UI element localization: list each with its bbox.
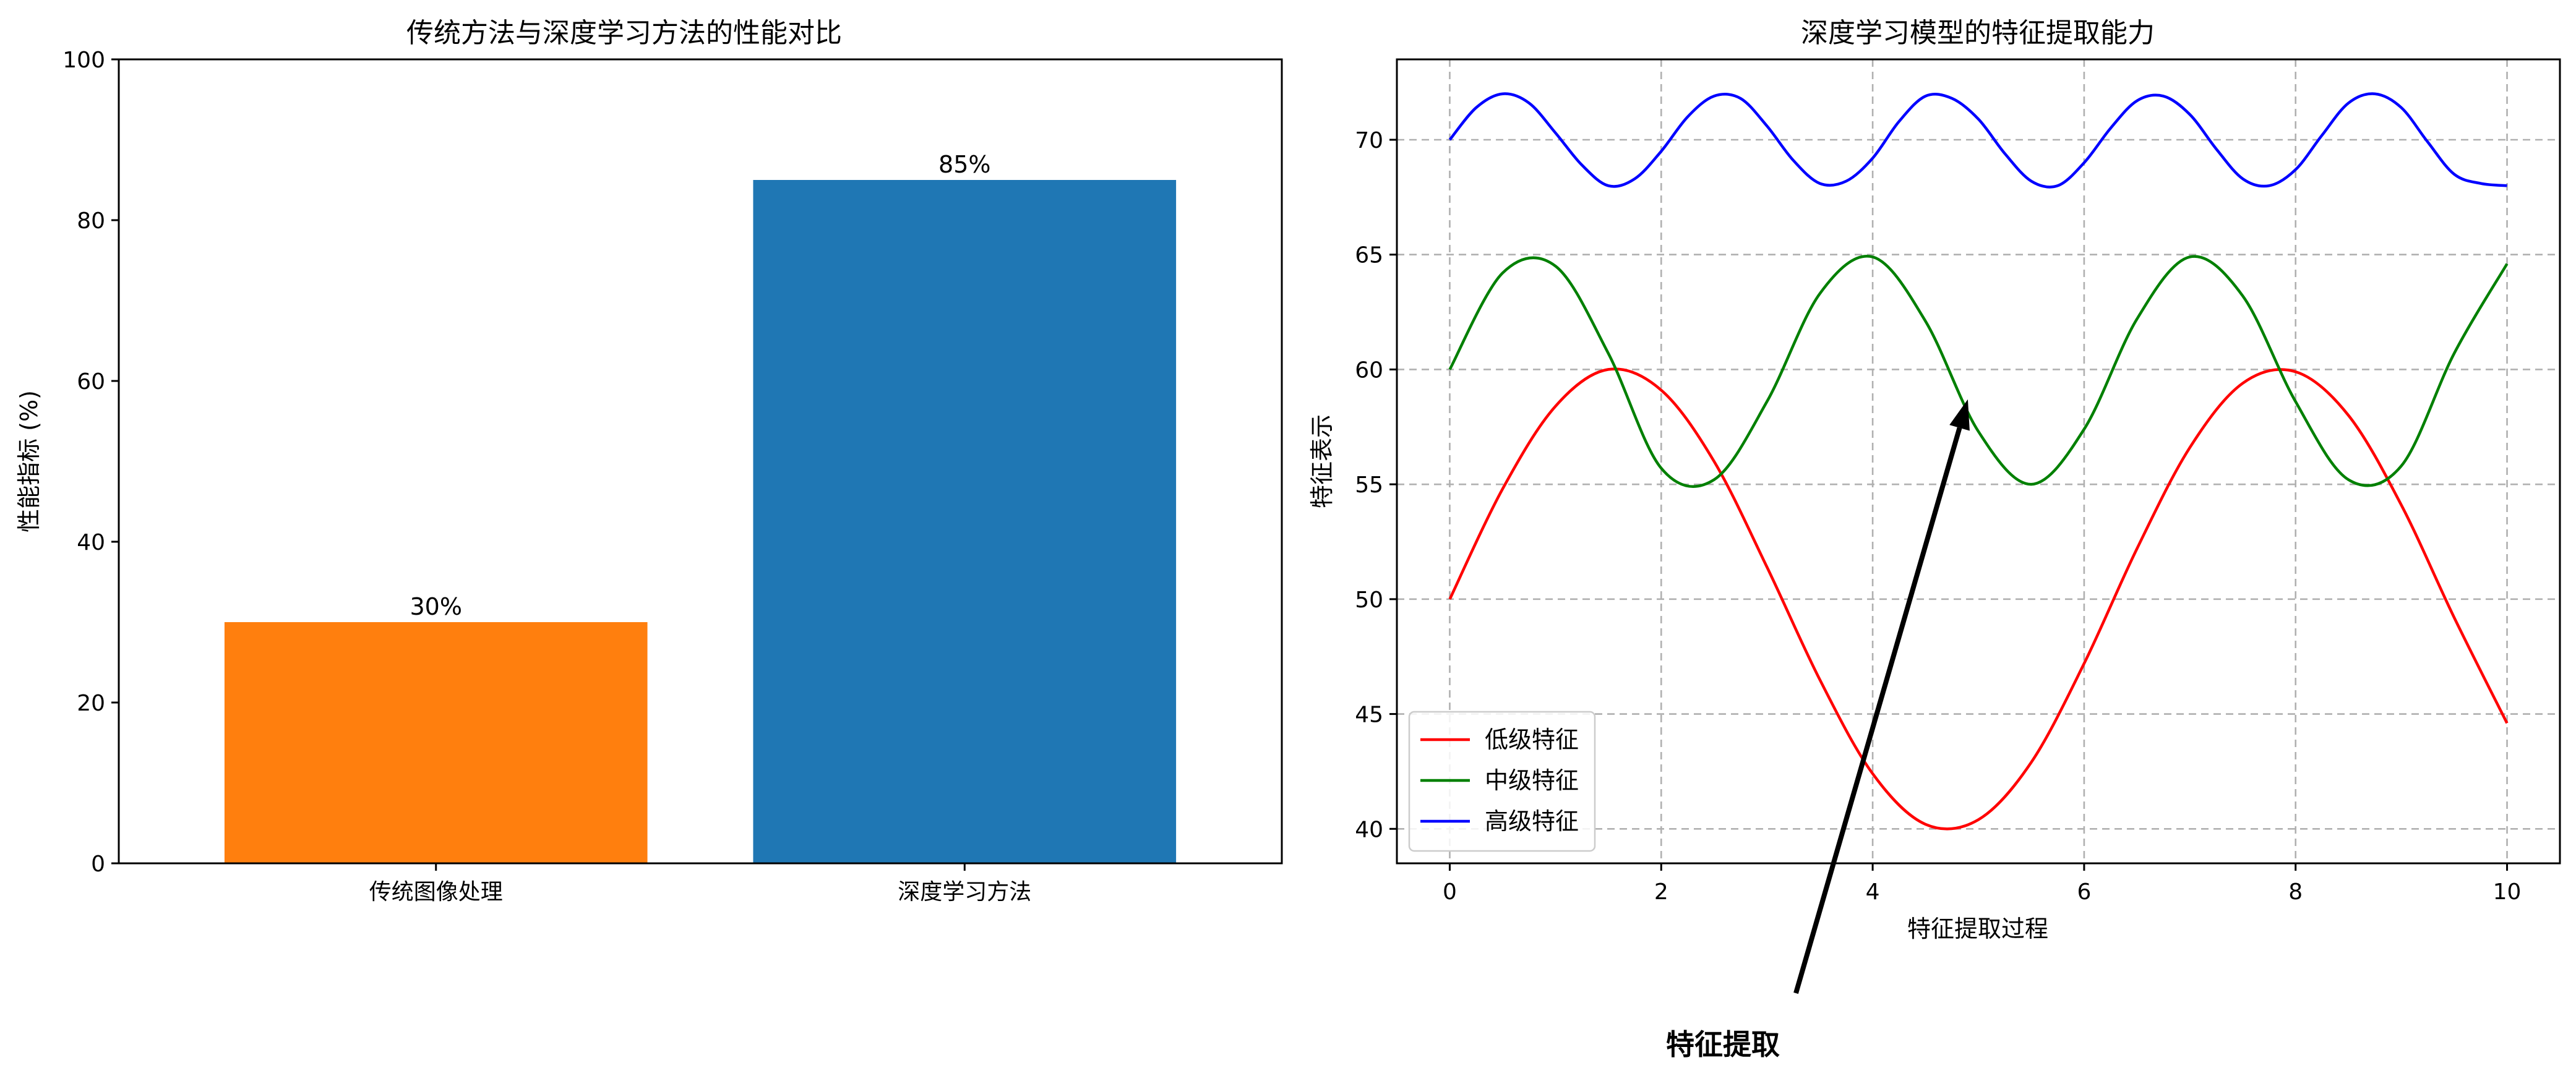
line-chart: 深度学习模型的特征提取能力 0 2 4 6 8 10 40 45 50 55 60 65 70 特征提取… <box>1308 17 2561 1061</box>
annotation: 特征提取 <box>1666 399 1970 1061</box>
x-tick-label: 6 <box>2077 879 2091 905</box>
y-tick-label: 40 <box>1355 817 1383 842</box>
bar-chart-title: 传统方法与深度学习方法的性能对比 <box>406 17 842 49</box>
legend-label: 低级特征 <box>1485 726 1579 753</box>
x-tick-label: 4 <box>1866 879 1880 905</box>
y-tick-label: 45 <box>1355 703 1383 728</box>
y-tick-label: 55 <box>1355 472 1383 498</box>
line-series-group <box>1448 92 2509 831</box>
y-tick-label: 0 <box>91 852 105 877</box>
bar-chart-frame <box>118 58 1283 865</box>
annotation-text: 特征提取 <box>1666 1028 1780 1061</box>
series-line-2 <box>1448 254 2509 488</box>
series-line-3 <box>1448 92 2507 189</box>
bar <box>224 622 648 863</box>
annotation-arrow-shaft <box>1793 427 1962 994</box>
bar-chart: 传统方法与深度学习方法的性能对比 30% 85% 传统图像处理 深度学习方法 0 20 4… <box>15 17 1283 905</box>
legend-label: 高级特征 <box>1485 808 1579 835</box>
y-tick-label: 50 <box>1355 588 1383 613</box>
y-tick-label: 60 <box>77 369 105 395</box>
bar-data-label: 85% <box>938 151 990 178</box>
y-tick-label: 40 <box>77 530 105 555</box>
x-tick-label: 传统图像处理 <box>369 879 503 905</box>
x-tick-label: 10 <box>2493 879 2522 905</box>
bar-data-label: 30% <box>410 593 462 620</box>
y-tick-label: 65 <box>1355 243 1383 268</box>
x-tick-label: 2 <box>1654 879 1668 905</box>
line-chart-xlabel: 特征提取过程 <box>1907 915 2048 942</box>
bar-chart-ylabel: 性能指标 (%) <box>15 390 43 532</box>
y-tick-label: 80 <box>77 208 105 234</box>
y-tick-label: 60 <box>1355 357 1383 383</box>
bar-group: 30% 85% <box>224 151 1177 863</box>
y-tick-label: 20 <box>77 691 105 716</box>
y-tick-label: 70 <box>1355 128 1383 153</box>
line-chart-frame <box>1396 58 2561 865</box>
x-tick-label: 8 <box>2288 879 2303 905</box>
x-tick-label: 0 <box>1443 879 1457 905</box>
line-chart-title: 深度学习模型的特征提取能力 <box>1801 17 2155 49</box>
bar <box>753 180 1177 863</box>
legend-box <box>1408 711 1596 852</box>
legend-label: 中级特征 <box>1485 767 1579 794</box>
y-tick-label: 100 <box>62 48 105 73</box>
annotation-arrow-head <box>1949 399 1970 431</box>
series-line-1 <box>1448 367 2509 831</box>
x-tick-label: 深度学习方法 <box>898 879 1031 905</box>
line-chart-ylabel: 特征表示 <box>1308 414 1336 508</box>
